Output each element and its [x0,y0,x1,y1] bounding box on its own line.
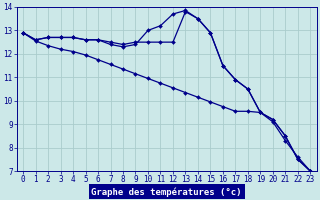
X-axis label: Graphe des températures (°c): Graphe des températures (°c) [92,187,242,197]
